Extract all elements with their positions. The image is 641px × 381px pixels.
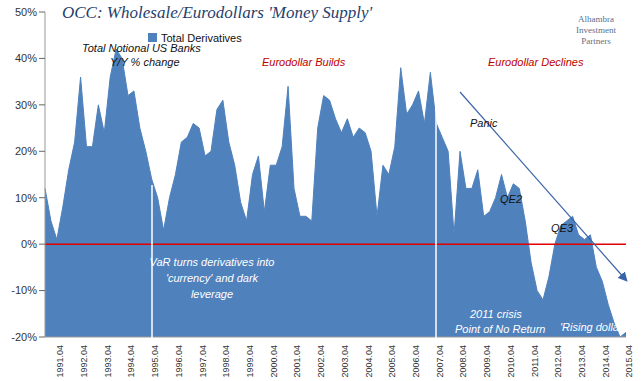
svg-text:1993.04: 1993.04: [103, 345, 113, 378]
svg-text:2008.04: 2008.04: [458, 345, 468, 378]
svg-text:2001.04: 2001.04: [292, 345, 302, 378]
svg-text:Panic: Panic: [470, 117, 498, 129]
svg-text:40%: 40%: [15, 52, 37, 64]
svg-text:1998.04: 1998.04: [221, 345, 231, 378]
svg-text:1995.04: 1995.04: [150, 345, 160, 378]
svg-text:2007.04: 2007.04: [435, 345, 445, 378]
svg-text:2002.04: 2002.04: [316, 345, 326, 378]
svg-text:Investment: Investment: [576, 25, 616, 35]
svg-text:1994.04: 1994.04: [126, 345, 136, 378]
svg-text:Point of No Return: Point of No Return: [455, 323, 546, 335]
svg-text:'Rising dollar': 'Rising dollar': [560, 321, 626, 333]
svg-text:2013.04: 2013.04: [577, 345, 587, 378]
svg-text:Y/Y % change: Y/Y % change: [110, 56, 180, 68]
svg-text:2011.04: 2011.04: [530, 345, 540, 377]
svg-text:Eurodollar Declines: Eurodollar Declines: [488, 56, 584, 68]
svg-text:2014.04: 2014.04: [601, 345, 611, 378]
svg-text:2004.04: 2004.04: [364, 345, 374, 378]
svg-text:'currency' and dark: 'currency' and dark: [166, 272, 259, 284]
svg-text:1991.04: 1991.04: [55, 345, 65, 378]
svg-text:30%: 30%: [15, 99, 37, 111]
svg-text:VaR turns derivatives into: VaR turns derivatives into: [150, 256, 275, 268]
svg-text:2015.04: 2015.04: [624, 345, 633, 378]
svg-text:Partners: Partners: [581, 36, 611, 46]
svg-text:1992.04: 1992.04: [79, 345, 89, 378]
svg-text:50%: 50%: [15, 6, 37, 18]
svg-text:leverage: leverage: [191, 288, 233, 300]
svg-text:OCC: Wholesale/Eurodollars 'Mo: OCC: Wholesale/Eurodollars 'Money Supply…: [62, 3, 373, 22]
svg-text:1999.04: 1999.04: [245, 345, 255, 378]
svg-text:2006.04: 2006.04: [411, 345, 421, 378]
svg-text:1996.04: 1996.04: [174, 345, 184, 378]
svg-text:2009.04: 2009.04: [482, 345, 492, 378]
svg-text:2003.04: 2003.04: [340, 345, 350, 378]
svg-text:2005.04: 2005.04: [387, 345, 397, 378]
svg-text:-10%: -10%: [11, 284, 37, 296]
svg-text:Total Derivatives: Total Derivatives: [161, 32, 242, 44]
svg-text:QE2: QE2: [500, 193, 522, 205]
svg-text:0%: 0%: [21, 238, 37, 250]
svg-text:Eurodollar Builds: Eurodollar Builds: [262, 56, 346, 68]
svg-text:2012.04: 2012.04: [553, 345, 563, 378]
svg-text:QE3: QE3: [551, 222, 574, 234]
svg-text:-20%: -20%: [11, 331, 37, 343]
svg-text:2000.04: 2000.04: [269, 345, 279, 378]
svg-text:20%: 20%: [15, 145, 37, 157]
svg-text:Alhambra: Alhambra: [578, 14, 614, 24]
svg-text:Total Notional US Banks: Total Notional US Banks: [82, 42, 201, 54]
svg-text:1997.04: 1997.04: [198, 345, 208, 378]
svg-text:2010.04: 2010.04: [506, 345, 516, 378]
svg-text:2011 crisis: 2011 crisis: [469, 308, 522, 320]
svg-text:10%: 10%: [15, 192, 37, 204]
